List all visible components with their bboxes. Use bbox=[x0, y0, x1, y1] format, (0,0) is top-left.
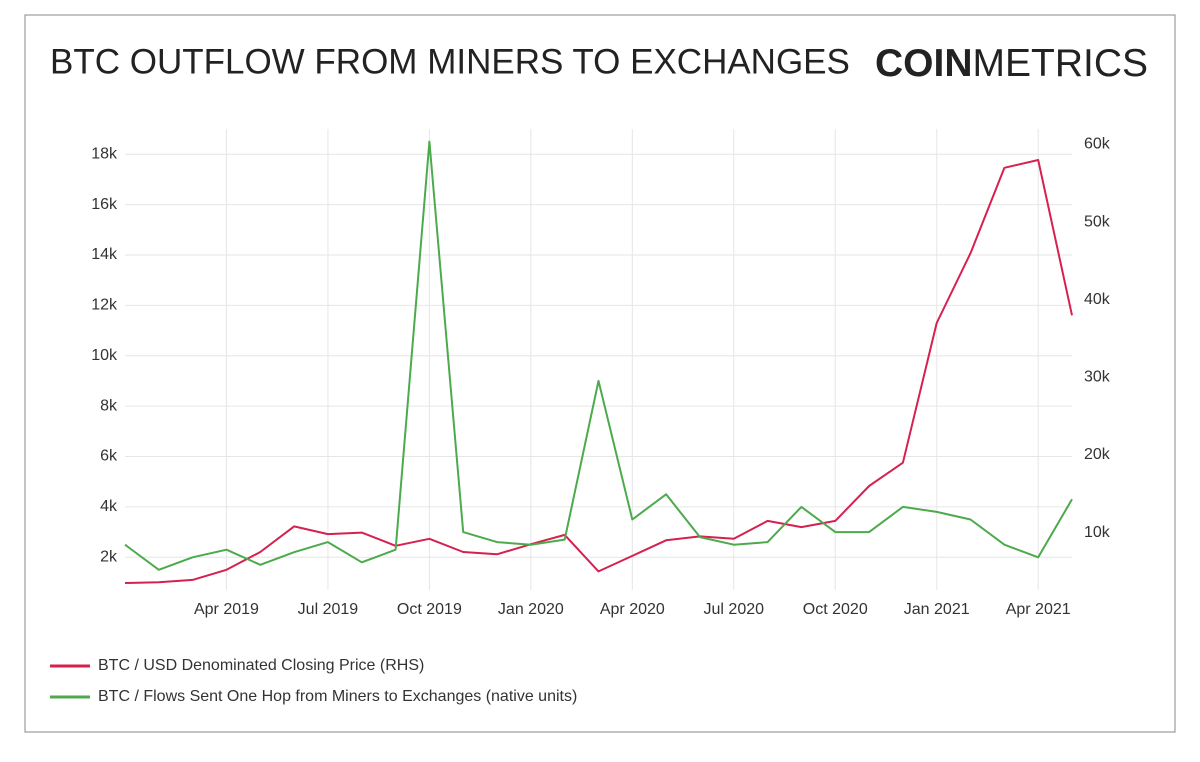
x-tick-label: Apr 2021 bbox=[1006, 601, 1071, 618]
legend-label: BTC / Flows Sent One Hop from Miners to … bbox=[98, 688, 577, 705]
logo: COINMETRICS bbox=[875, 42, 1148, 85]
frame bbox=[24, 14, 1176, 733]
y2-tick-label: 10k bbox=[1084, 524, 1111, 541]
y-tick-label: 8k bbox=[100, 397, 118, 414]
y-tick-label: 10k bbox=[91, 347, 118, 364]
logo-bold: COIN bbox=[875, 42, 973, 85]
series-line bbox=[124, 140, 1073, 571]
y2-tick-label: 30k bbox=[1084, 369, 1111, 386]
legend-label: BTC / USD Denominated Closing Price (RHS… bbox=[98, 657, 424, 674]
x-tick-label: Jan 2021 bbox=[904, 601, 970, 618]
y-tick-label: 12k bbox=[91, 297, 118, 314]
x-tick-label: Apr 2019 bbox=[194, 601, 259, 618]
y-tick-label: 4k bbox=[100, 498, 118, 515]
y-tick-label: 6k bbox=[100, 448, 118, 465]
y-tick-label: 18k bbox=[91, 145, 118, 162]
y-tick-label: 2k bbox=[100, 548, 118, 565]
x-tick-label: Apr 2020 bbox=[600, 601, 665, 618]
x-tick-label: Jan 2020 bbox=[498, 601, 564, 618]
y2-tick-label: 50k bbox=[1084, 213, 1111, 230]
x-tick-label: Oct 2020 bbox=[803, 601, 868, 618]
logo-light: METRICS bbox=[973, 42, 1149, 85]
x-tick-label: Jul 2019 bbox=[298, 601, 359, 618]
x-tick-label: Oct 2019 bbox=[397, 601, 462, 618]
series-line bbox=[124, 159, 1073, 584]
y2-tick-label: 40k bbox=[1084, 291, 1111, 308]
y-tick-label: 14k bbox=[91, 246, 118, 263]
y-tick-label: 16k bbox=[91, 196, 118, 213]
y2-tick-label: 20k bbox=[1084, 446, 1111, 463]
y2-tick-label: 60k bbox=[1084, 136, 1111, 153]
chart-title: BTC OUTFLOW FROM MINERS TO EXCHANGES bbox=[50, 42, 850, 81]
x-tick-label: Jul 2020 bbox=[704, 601, 765, 618]
